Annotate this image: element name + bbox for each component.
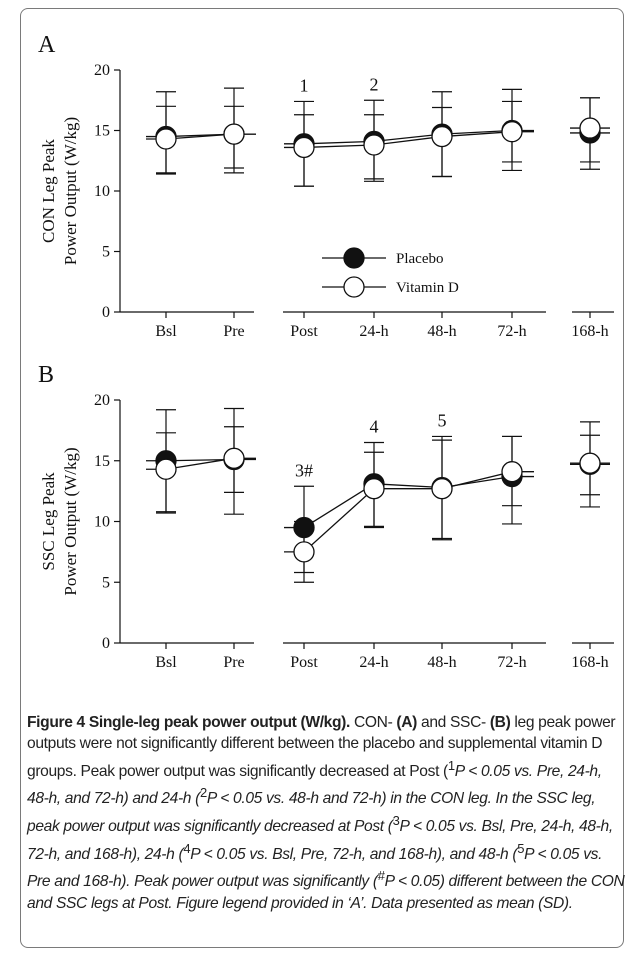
x-tick-label: 24-h [359, 323, 388, 340]
y-axis-label-line: Power Output (W/kg) [61, 117, 80, 265]
x-tick-label: 48-h [427, 323, 456, 340]
x-tick-label: 48-h [427, 654, 456, 671]
marker-vitamin-d [431, 478, 453, 500]
caption-text: and SSC- [417, 714, 490, 731]
marker-vitamin-d [155, 128, 177, 150]
x-tick-label: Pre [223, 654, 244, 671]
caption-text: P < 0.05 vs. Bsl, Pre, 24-h, 48-h, 72-h,… [27, 818, 613, 863]
y-axis-label-line: Power Output (W/kg) [61, 447, 80, 595]
y-tick-label: 10 [94, 183, 110, 200]
caption-superscript: 5 [517, 840, 525, 856]
marker-vitamin-d [155, 458, 177, 480]
x-tick-label: Post [290, 323, 318, 340]
series-line [284, 131, 534, 149]
caption-text: P < 0.05 vs. Pre, 24-h, 48-h, and 72-h) … [27, 763, 602, 808]
y-axis-label-line: SSC Leg Peak [39, 472, 58, 571]
caption-title: Figure 4 Single-leg peak power output (W… [27, 714, 350, 731]
marker-vitamin-d [293, 136, 315, 159]
series-line [284, 471, 534, 553]
marker-vitamin-d [363, 134, 385, 156]
y-tick-label: 5 [102, 574, 110, 591]
y-axis-label: CON Leg Peak Power Output (W/kg) [39, 117, 80, 265]
marker-vitamin-d [579, 117, 601, 139]
y-tick-label: 15 [94, 453, 110, 470]
legend-marker-vitamin-d [343, 276, 365, 298]
legend-label: Placebo [396, 251, 443, 267]
chart-panel-a: A 0 5 10 15 20 CON Leg Peak Power Output (W/kg)… [38, 32, 614, 340]
caption-superscript: 2 [199, 785, 207, 801]
panel-label: A [38, 32, 56, 58]
caption-text: P < 0.05) different between the CON and … [27, 873, 625, 912]
y-axis-label-line: CON Leg Peak [39, 139, 58, 243]
caption-text: CON- [350, 714, 397, 731]
significance-annotation: 5 [438, 410, 447, 430]
figure-frame [20, 8, 624, 948]
marker-vitamin-d [363, 478, 385, 500]
significance-annotation: 3# [295, 460, 313, 480]
y-tick-label: 15 [94, 123, 110, 140]
chart-panel-b: B 0 5 10 15 20 SSC Leg Peak Power Output (W/kg)… [38, 362, 614, 671]
x-tick-label: 168-h [571, 323, 608, 340]
marker-vitamin-d [501, 461, 523, 483]
marker-vitamin-d [223, 123, 245, 145]
legend-marker-placebo [343, 247, 365, 269]
significance-annotation: 4 [370, 417, 379, 437]
x-tick-label: 72-h [497, 654, 526, 671]
caption-text: leg peak power outputs were not signific… [27, 714, 616, 780]
caption-ref-b: (B) [489, 714, 511, 731]
significance-annotation: 2 [370, 74, 379, 94]
caption-text: P < 0.05 vs. Bsl, Pre, 72-h, and 168-h),… [190, 845, 518, 863]
y-tick-label: 0 [102, 635, 110, 652]
x-tick-label: Bsl [155, 323, 177, 340]
caption-text: P < 0.05 vs. Pre and 168-h). Peak power … [27, 845, 603, 891]
y-tick-label: 10 [94, 514, 110, 531]
x-tick-label: Bsl [155, 654, 177, 671]
caption-superscript: 4 [183, 840, 191, 856]
caption-superscript: # [377, 868, 385, 884]
marker-vitamin-d [293, 541, 315, 563]
caption-ref-a: (A) [396, 714, 418, 731]
x-tick-label: 168-h [571, 654, 608, 671]
y-tick-label: 0 [102, 304, 110, 321]
x-tick-label: Pre [223, 323, 244, 340]
legend-label: Vitamin D [396, 280, 459, 296]
marker-vitamin-d [223, 447, 245, 469]
chart-legend: Placebo Vitamin D [322, 247, 459, 298]
x-tick-label: 24-h [359, 654, 388, 671]
caption-superscript: 1 [447, 757, 455, 773]
panel-label: B [38, 362, 54, 388]
marker-placebo [293, 516, 315, 539]
marker-vitamin-d [579, 452, 601, 474]
x-tick-label: 72-h [497, 323, 526, 340]
significance-annotation: 1 [300, 75, 309, 95]
series-line [284, 475, 534, 529]
marker-vitamin-d [431, 125, 453, 148]
y-tick-label: 20 [94, 62, 110, 79]
x-tick-label: Post [290, 654, 318, 671]
y-tick-label: 5 [102, 244, 110, 261]
y-axis-label: SSC Leg Peak Power Output (W/kg) [39, 447, 80, 595]
caption-text: P < 0.05 vs. 48-h and 72-h) in the CON l… [27, 790, 596, 836]
y-tick-label: 20 [94, 392, 110, 409]
figure-caption: Figure 4 Single-leg peak power output (W… [27, 712, 627, 914]
caption-superscript: 3 [392, 813, 400, 828]
marker-vitamin-d [501, 121, 523, 143]
